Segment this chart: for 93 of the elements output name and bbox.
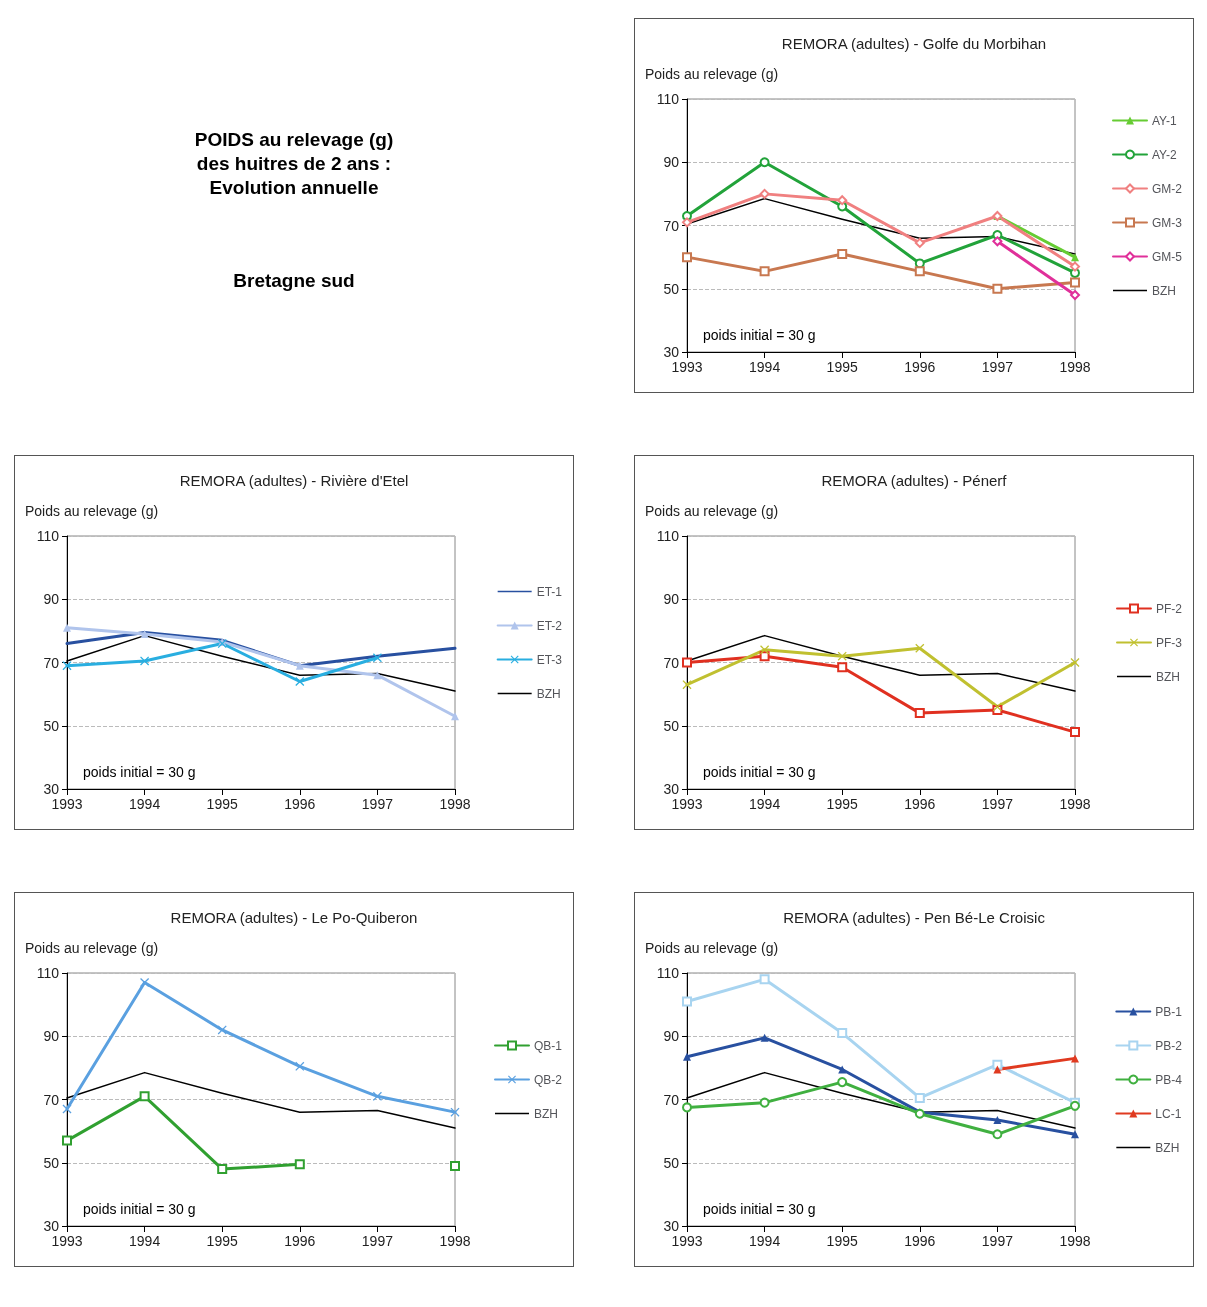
x-tick-label: 1997 [981,359,1014,375]
y-tick-label: 110 [656,965,680,981]
chart-title: REMORA (adultes) - Golfe du Morbihan [781,35,1047,52]
y-axis-title: Poids au relevage (g) [25,503,159,519]
x-tick-label: 1994 [749,796,781,812]
x-tick-label: 1998 [439,796,471,812]
legend-label: LC-1 [1155,1106,1182,1121]
annotation: poids initial = 30 g [83,764,196,780]
text: Bretagne sud [232,270,356,292]
x-tick-label: 1995 [206,796,238,812]
legend-label: GM-5 [1152,249,1183,264]
x-tick-label: 1998 [1059,1233,1091,1249]
y-tick-label: 50 [663,717,680,734]
legend-label: ET-3 [536,652,563,667]
x-tick-label: 1996 [904,796,936,812]
y-tick-label: 110 [656,528,680,544]
legend-label: PB-4 [1155,1072,1183,1087]
legend-label: BZH [1155,1140,1180,1155]
legend-label: ET-1 [536,584,563,599]
x-tick-label: 1994 [749,1233,781,1249]
x-tick-label: 1993 [671,359,703,375]
x-tick-label: 1994 [749,359,781,375]
x-tick-label: 1995 [826,796,858,812]
legend-label: GM-3 [1152,215,1183,230]
x-tick-label: 1994 [129,796,161,812]
x-tick-label: 1996 [904,359,936,375]
y-tick-label: 70 [663,1091,680,1108]
legend-label: QB-2 [533,1072,563,1087]
y-tick-label: 30 [43,1218,60,1234]
x-tick-label: 1998 [439,1233,471,1249]
y-tick-label: 90 [43,1028,60,1045]
x-tick-label: 1996 [904,1233,936,1249]
y-tick-label: 70 [663,217,680,234]
legend-label: BZH [536,686,561,701]
x-tick-label: 1997 [981,1233,1014,1249]
x-tick-label: 1993 [51,796,83,812]
x-tick-label: 1993 [671,1233,703,1249]
text: POIDS au relevage (g) des huitres de 2 ans : Evolution annuelle [193,128,395,200]
x-tick-label: 1994 [129,1233,161,1249]
legend-label: PF-2 [1156,601,1183,616]
x-tick-label: 1996 [284,1233,316,1249]
chart-title: REMORA (adultes) - Pénerf [821,472,1008,489]
y-tick-label: 30 [43,781,60,797]
chart-title: REMORA (adultes) - Pen Bé-Le Croisic [783,909,1046,926]
y-tick-label: 70 [663,654,680,671]
y-tick-label: 90 [663,1028,680,1045]
y-tick-label: 50 [663,1154,680,1171]
legend-label: AY-2 [1152,147,1178,162]
y-tick-label: 50 [663,280,680,297]
y-axis-title: Poids au relevage (g) [25,940,159,956]
y-axis-title: Poids au relevage (g) [645,940,779,956]
y-tick-label: 50 [43,1154,60,1171]
legend-label: ET-2 [536,618,563,633]
x-tick-label: 1998 [1059,359,1091,375]
annotation: poids initial = 30 g [703,327,816,343]
y-tick-label: 70 [43,654,60,671]
y-tick-label: 30 [663,1218,680,1234]
y-tick-label: 110 [36,528,60,544]
x-tick-label: 1993 [51,1233,83,1249]
legend-label: AY-1 [1152,113,1178,128]
y-tick-label: 90 [663,591,680,608]
y-axis-title: Poids au relevage (g) [645,503,779,519]
x-tick-label: 1997 [361,796,394,812]
chart-title: REMORA (adultes) - Rivière d'Etel [179,472,409,489]
legend-label: BZH [533,1106,558,1121]
x-tick-label: 1998 [1059,796,1091,812]
x-tick-label: 1995 [206,1233,238,1249]
chart-title: REMORA (adultes) - Le Po-Quiberon [170,909,418,926]
x-tick-label: 1995 [826,359,858,375]
annotation: poids initial = 30 g [703,1201,816,1217]
y-tick-label: 90 [43,591,60,608]
x-tick-label: 1993 [671,796,703,812]
legend-label: BZH [1156,669,1180,684]
legend-label: PB-2 [1155,1038,1183,1053]
y-tick-label: 30 [663,344,680,360]
legend-label: GM-2 [1152,181,1183,196]
annotation: poids initial = 30 g [83,1201,196,1217]
legend-label: QB-1 [533,1038,563,1053]
x-tick-label: 1996 [284,796,316,812]
y-tick-label: 90 [663,154,680,171]
y-axis-title: Poids au relevage (g) [645,66,779,82]
y-tick-label: 110 [36,965,60,981]
y-tick-label: 70 [43,1091,60,1108]
y-tick-label: 50 [43,717,60,734]
x-tick-label: 1997 [981,796,1014,812]
legend-label: BZH [1152,283,1176,298]
y-tick-label: 30 [663,781,680,797]
y-tick-label: 110 [656,91,680,107]
x-tick-label: 1995 [826,1233,858,1249]
legend-label: PF-3 [1156,635,1183,650]
annotation: poids initial = 30 g [703,764,816,780]
legend-label: PB-1 [1155,1004,1183,1019]
x-tick-label: 1997 [361,1233,394,1249]
